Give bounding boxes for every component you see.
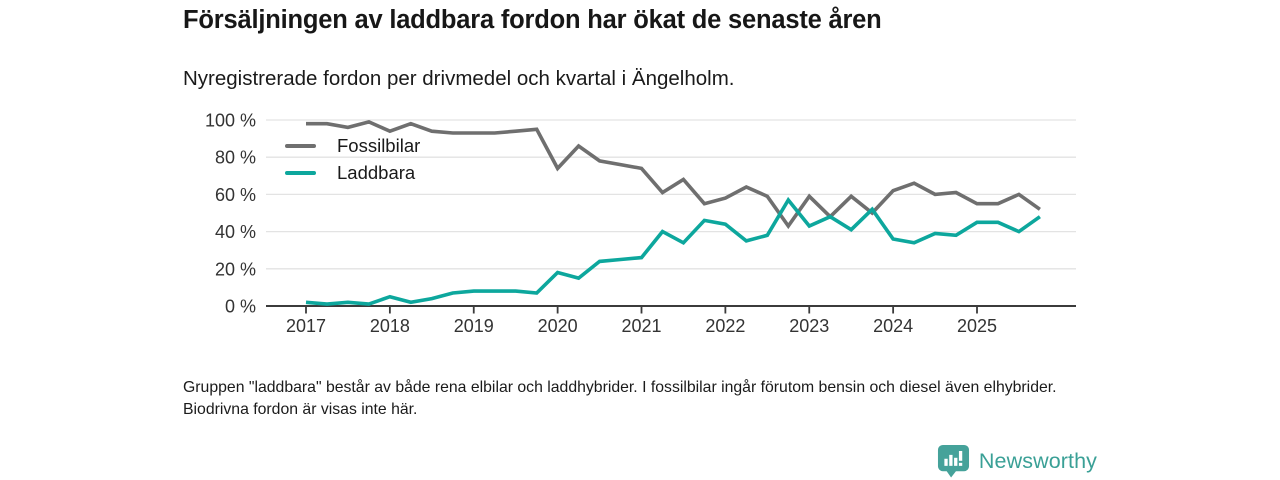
legend-swatch	[285, 170, 316, 175]
footnote: Gruppen "laddbara" består av både rena e…	[183, 379, 1057, 418]
logo-bars	[944, 451, 963, 466]
x-tick-label: 2025	[957, 316, 997, 336]
x-axis: 2017 2018 2019 2020 2021 2022 2023 2024 2025	[266, 305, 1076, 336]
y-axis-labels: 0 % 20 % 40 % 60 % 80 % 100 %	[205, 111, 256, 317]
newsworthy-logo-icon	[937, 444, 969, 478]
x-tick-label: 2018	[370, 316, 410, 336]
y-tick-label: 40 %	[215, 222, 256, 242]
legend-label: Fossilbilar	[337, 134, 421, 156]
newsworthy-logo-text: Newsworthy	[978, 448, 1097, 473]
legend-label: Laddbara	[337, 161, 416, 183]
x-tick-label: 2021	[621, 316, 661, 336]
y-tick-label: 100 %	[205, 111, 256, 131]
series-line-laddbara	[305, 196, 1041, 306]
x-tick-label: 2022	[705, 316, 745, 336]
newsworthy-branding: Newsworthy	[937, 444, 1097, 478]
legend-swatch	[285, 143, 316, 148]
gridlines	[266, 119, 1076, 270]
x-tick-label: 2019	[454, 316, 494, 336]
legend-item-fossilbilar: Fossilbilar	[285, 132, 420, 159]
legend-item-laddbara: Laddbara	[285, 159, 420, 186]
x-tick-label: 2024	[873, 316, 913, 336]
chart-subtitle: Nyregistrerade fordon per drivmedel och …	[183, 67, 735, 90]
chart-title: Försäljningen av laddbara fordon har öka…	[183, 6, 882, 34]
series-line-fossilbilar	[306, 119, 1041, 230]
x-tick-label: 2020	[538, 316, 578, 336]
y-tick-label: 0 %	[225, 297, 256, 317]
data-series	[305, 119, 1041, 306]
legend: Fossilbilar Laddbara	[285, 132, 420, 186]
y-tick-label: 60 %	[215, 185, 256, 205]
y-tick-label: 20 %	[215, 259, 256, 279]
x-tick-label: 2017	[286, 316, 326, 336]
y-tick-label: 80 %	[215, 148, 256, 168]
x-tick-label: 2023	[789, 316, 829, 336]
